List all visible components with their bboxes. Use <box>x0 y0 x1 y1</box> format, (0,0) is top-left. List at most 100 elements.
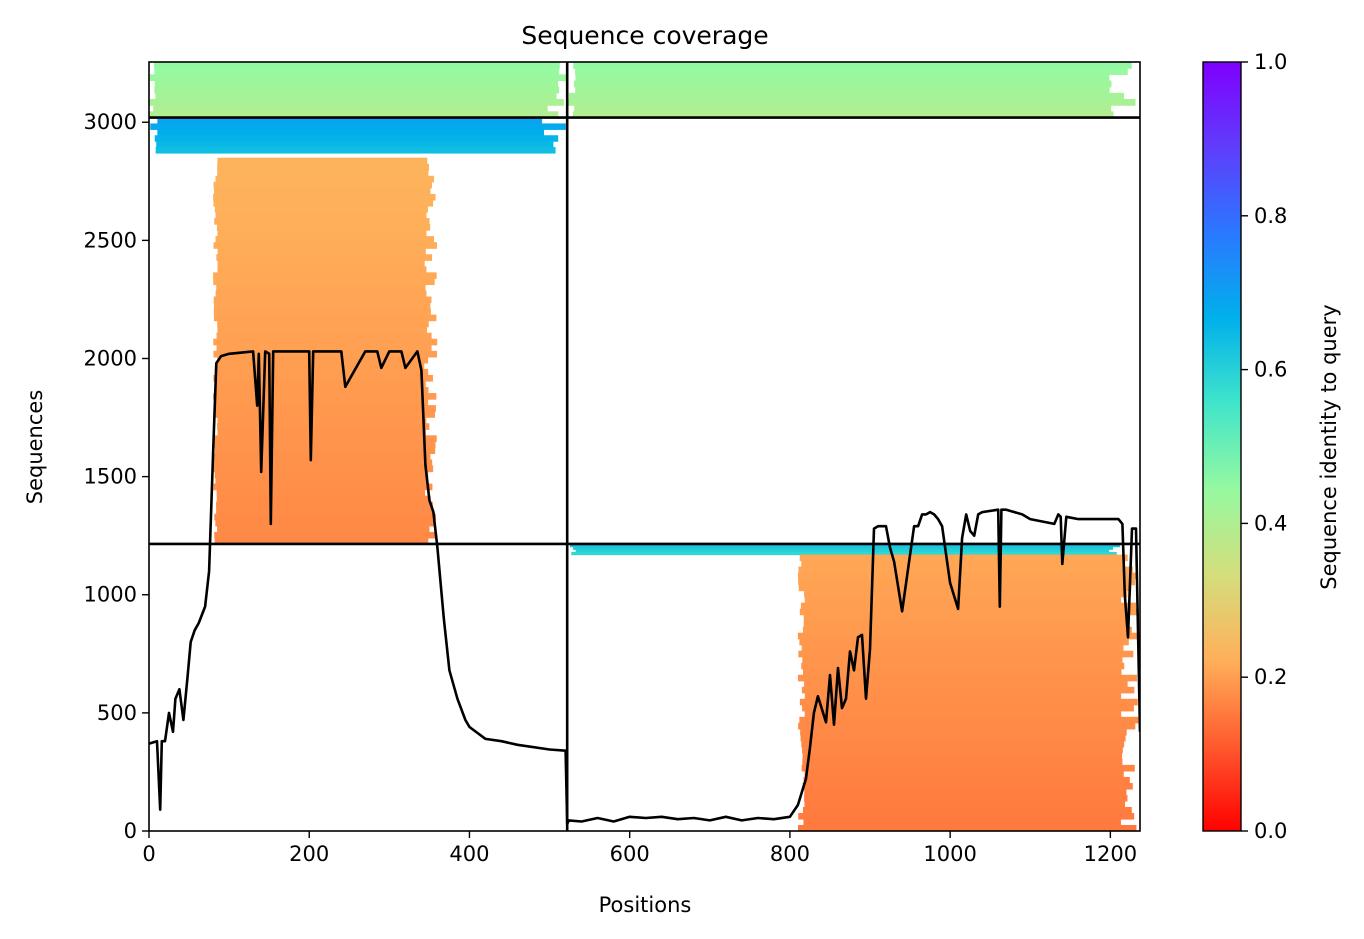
coverage-band <box>802 746 1123 754</box>
coverage-band <box>155 92 557 100</box>
coverage-band <box>802 626 1132 634</box>
coverage-band <box>799 698 1138 706</box>
coverage-band <box>213 272 437 279</box>
x-tick-label: 0 <box>142 842 155 866</box>
coverage-band <box>217 230 427 237</box>
coverage-band <box>801 764 1135 772</box>
coverage-block-5 <box>797 554 1140 831</box>
coverage-band <box>574 105 1112 112</box>
coverage-band <box>217 157 428 165</box>
coverage-band <box>215 411 435 418</box>
colorbar-tick-label: 0.0 <box>1254 819 1287 843</box>
coverage-band <box>214 405 436 412</box>
coverage-band <box>149 111 559 119</box>
x-tick-label: 200 <box>289 842 329 866</box>
coverage-block-1 <box>149 62 567 119</box>
coverage-band <box>799 608 1138 616</box>
coverage-band <box>213 393 437 400</box>
coverage-band <box>217 525 430 533</box>
y-tick-label: 500 <box>97 701 137 725</box>
coverage-band <box>804 590 1128 598</box>
coverage-band <box>215 212 427 219</box>
x-axis: 0 200 400 600 800 1000 1200 <box>142 831 1137 866</box>
coverage-band <box>213 278 435 286</box>
coverage-band <box>798 578 1136 586</box>
coverage-band <box>154 135 559 142</box>
coverage-band <box>215 477 427 485</box>
coverage-band <box>157 129 544 136</box>
coverage-band <box>214 471 429 479</box>
coverage-band <box>213 465 434 473</box>
colorbar-tick-label: 1.0 <box>1254 50 1287 74</box>
x-tick-label: 1200 <box>1084 842 1137 866</box>
coverage-band <box>154 68 560 75</box>
coverage-band <box>804 692 1122 700</box>
coverage-band <box>798 566 1133 574</box>
coverage-band <box>802 806 1132 814</box>
coverage-band <box>156 141 554 148</box>
coverage-band <box>216 224 431 231</box>
coverage-band <box>216 284 426 292</box>
colorbar-tick-label: 0.2 <box>1254 665 1287 689</box>
coverage-band <box>799 554 1128 562</box>
x-axis-label: Positions <box>599 893 692 917</box>
coverage-band <box>217 423 430 430</box>
coverage-band <box>215 290 427 298</box>
coverage-band <box>575 86 1110 94</box>
coverage-band <box>217 320 429 328</box>
coverage-band <box>213 453 431 461</box>
coverage-block-3 <box>567 62 1136 119</box>
x-tick-label: 1000 <box>923 842 976 866</box>
coverage-band <box>803 620 1129 628</box>
coverage-band <box>213 181 433 189</box>
coverage-band <box>214 205 428 213</box>
coverage-band <box>575 68 1128 75</box>
coverage-band <box>216 501 433 509</box>
coverage-band <box>217 169 429 177</box>
coverage-band <box>802 668 1122 676</box>
coverage-band <box>802 704 1134 712</box>
coverage-block-4 <box>570 543 1121 556</box>
block-boundaries <box>149 62 1140 831</box>
coverage-band <box>804 794 1128 802</box>
y-tick-label: 3000 <box>84 110 137 134</box>
y-tick-label: 0 <box>124 819 137 843</box>
colorbar-tick-label: 0.6 <box>1254 358 1287 382</box>
coverage-band <box>571 551 1117 556</box>
coverage-band <box>217 356 429 364</box>
x-tick-label: 400 <box>449 842 489 866</box>
coverage-band <box>570 543 1121 548</box>
coverage-band <box>801 644 1124 652</box>
coverage-band <box>216 507 433 515</box>
coverage-band <box>216 489 426 497</box>
coverage-band <box>799 638 1129 646</box>
coverage-band <box>804 710 1122 718</box>
coverage-band <box>798 824 1137 831</box>
coverage-band <box>214 513 437 521</box>
coverage-band <box>798 812 1135 820</box>
coverage-band <box>573 546 1113 550</box>
coverage-band <box>217 260 425 267</box>
coverage-band <box>213 314 437 322</box>
coverage-band <box>574 80 1112 88</box>
coverage-band <box>801 662 1125 670</box>
coverage-band <box>214 399 429 406</box>
coverage-band <box>149 74 567 82</box>
coverage-band <box>215 236 435 243</box>
coverage-band <box>802 758 1123 766</box>
x-tick-label: 800 <box>770 842 810 866</box>
coverage-band <box>153 105 548 112</box>
y-axis-label: Sequences <box>23 390 47 505</box>
coverage-band <box>798 674 1137 682</box>
coverage-band <box>213 435 437 442</box>
coverage-band <box>213 338 438 346</box>
coverage-band <box>802 656 1123 664</box>
y-tick-label: 1500 <box>84 465 137 489</box>
coverage-band <box>217 326 427 334</box>
coverage-band <box>214 387 429 394</box>
coverage-band <box>802 752 1123 760</box>
coverage-band <box>213 350 438 358</box>
coverage-band <box>217 362 425 370</box>
y-tick-label: 1000 <box>84 583 137 607</box>
coverage-band <box>157 117 543 125</box>
